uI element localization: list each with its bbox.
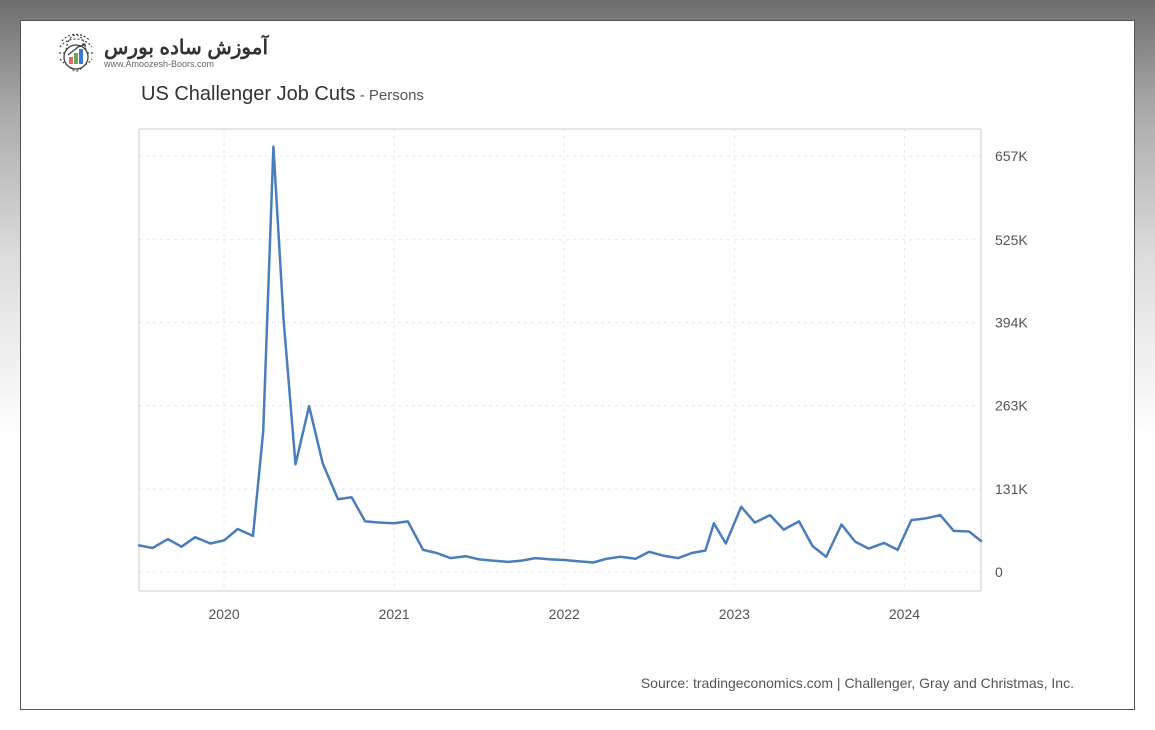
svg-text:525K: 525K — [995, 232, 1028, 248]
svg-text:2020: 2020 — [208, 606, 239, 622]
svg-text:394K: 394K — [995, 315, 1028, 331]
logo-sub-text: www.Amoozesh-Boors.com — [104, 60, 268, 69]
source-attribution: Source: tradingeconomics.com | Challenge… — [641, 675, 1074, 691]
svg-text:2022: 2022 — [549, 606, 580, 622]
svg-text:2021: 2021 — [379, 606, 410, 622]
chart-title-main: US Challenger Job Cuts — [141, 83, 356, 105]
svg-text:131K: 131K — [995, 481, 1028, 497]
globe-chart-icon — [56, 33, 96, 73]
svg-text:0: 0 — [995, 564, 1003, 580]
chart-panel: آموزش ساده بورس www.Amoozesh-Boors.com U… — [20, 20, 1135, 710]
logo-main-text: آموزش ساده بورس — [104, 38, 268, 58]
svg-text:657K: 657K — [995, 148, 1028, 164]
line-chart: 0 131K 263K 394K 525K 657K 2020 2021 2022 2023 202… — [131, 121, 1051, 631]
chart-title-suffix: - Persons — [356, 87, 424, 104]
svg-text:263K: 263K — [995, 398, 1028, 414]
svg-text:2024: 2024 — [889, 606, 920, 622]
chart-title: US Challenger Job Cuts - Persons — [141, 83, 424, 106]
svg-text:2023: 2023 — [719, 606, 750, 622]
site-logo: آموزش ساده بورس www.Amoozesh-Boors.com — [56, 33, 268, 73]
